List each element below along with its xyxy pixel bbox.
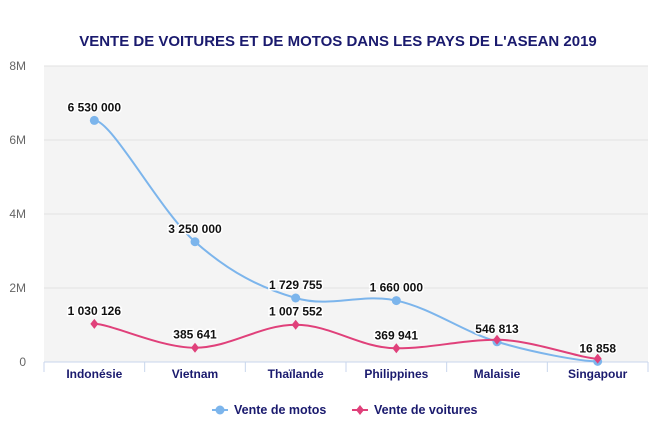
data-point-diamond (593, 353, 602, 364)
x-tick-label: Singapour (568, 367, 628, 381)
y-tick-label: 0 (19, 355, 26, 369)
data-point-diamond (191, 342, 199, 353)
data-label: 1 030 126 (68, 304, 122, 318)
x-tick-label: Indonésie (66, 367, 122, 381)
series-line-1 (94, 322, 598, 360)
y-tick-label: 6M (9, 133, 26, 147)
data-point-diamond (291, 319, 300, 330)
data-point-circle (391, 296, 401, 306)
y-tick-label: 8M (9, 59, 26, 73)
x-tick-label: Vietnam (172, 367, 218, 381)
x-tick-label: Thaïlande (268, 367, 324, 381)
x-tick-label: Philippines (364, 367, 428, 381)
legend-circle-icon (215, 405, 225, 415)
data-label: 3 250 000 (168, 222, 222, 236)
data-point-diamond (392, 343, 401, 354)
data-point-circle (291, 293, 301, 303)
y-tick-label: 2M (9, 281, 26, 295)
data-point-circle (190, 237, 200, 247)
data-label: 1 660 000 (370, 281, 424, 295)
data-point-diamond (493, 334, 501, 345)
legend-item-label: Vente de voitures (374, 403, 478, 417)
data-point-circle (89, 115, 99, 125)
data-label: 1 729 755 (269, 278, 323, 292)
y-tick-label: 4M (9, 207, 26, 221)
series-line-0 (94, 119, 598, 363)
data-label: 16 858 (579, 341, 616, 355)
data-point-diamond (90, 318, 99, 329)
data-label: 369 941 (375, 328, 419, 342)
data-label: 546 813 (475, 322, 519, 336)
data-label: 6 530 000 (68, 100, 122, 114)
chart-title: VENTE DE VOITURES ET DE MOTOS DANS LES P… (79, 33, 597, 50)
legend-diamond-icon (356, 405, 364, 415)
legend-item-label: Vente de motos (234, 403, 326, 417)
data-label: 1 007 552 (269, 305, 323, 319)
data-label: 385 641 (173, 328, 217, 342)
x-tick-label: Malaisie (474, 367, 521, 381)
